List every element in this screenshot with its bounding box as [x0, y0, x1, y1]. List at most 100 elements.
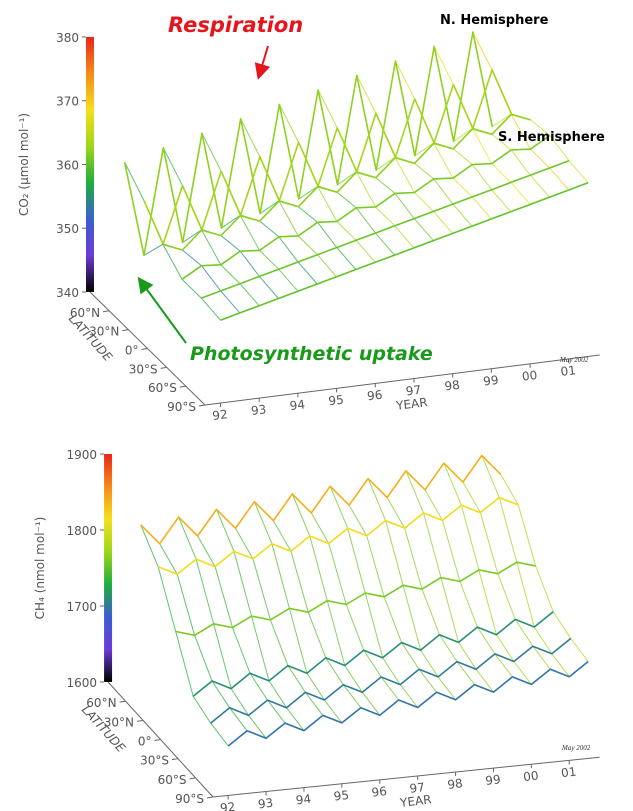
surface-rib	[433, 46, 531, 205]
surface-rib	[140, 524, 229, 747]
note: May 2002	[559, 356, 589, 364]
surface-rib	[159, 543, 248, 732]
latitude-tick-label: 30°S	[140, 754, 169, 768]
surface-line	[192, 611, 554, 697]
surface-line	[157, 496, 519, 576]
year-tick-label: 93	[257, 796, 274, 811]
surface-line	[143, 69, 513, 245]
surface-rib	[143, 243, 241, 314]
surface-rib	[201, 133, 299, 292]
surface-ribs	[124, 31, 589, 321]
colorbar	[104, 453, 113, 682]
surface-rib	[367, 478, 456, 701]
z-axis-title: CH₄ (nmol mol⁻¹)	[33, 517, 47, 620]
year-tick-label: 92	[219, 800, 236, 811]
surface-rib	[240, 118, 337, 278]
surface-rib	[291, 493, 381, 716]
surface-rib	[235, 528, 324, 716]
surface-rib	[253, 501, 343, 724]
surface-rib	[278, 104, 376, 263]
latitude-tick	[179, 385, 186, 388]
ch4-chart: 1600 1700 1800 1900 CH₄ (nmol mol⁻¹) 60°N 30°N…	[33, 448, 600, 811]
annotation-arrow	[137, 276, 187, 344]
surface-rib	[462, 481, 551, 670]
year-tick-label: 99	[485, 772, 502, 788]
surface-line	[201, 159, 570, 299]
surface-rib	[259, 200, 357, 270]
surface-rib	[395, 60, 492, 220]
latitude-tick-label: 0°	[125, 343, 139, 357]
year-axis	[212, 756, 600, 798]
surface-rib	[317, 89, 415, 249]
annotation-arrow	[254, 45, 271, 80]
year-tick-label: 95	[328, 392, 345, 408]
surface-rib	[481, 455, 570, 678]
surface-line	[123, 31, 494, 257]
annotation: S. Hemisphere	[498, 130, 605, 145]
colorbar	[85, 36, 94, 292]
surface-rib	[405, 470, 494, 693]
latitude-tick-label: 60°S	[148, 381, 177, 395]
annotations: Respiration Photosynthetic uptake N. Hem…	[137, 13, 605, 365]
surface-rib	[298, 185, 395, 256]
surface-rib	[492, 113, 589, 184]
latitude-tick-label: 30°N	[89, 325, 119, 339]
surface-rib	[329, 486, 419, 708]
surface-rib	[348, 504, 437, 693]
latitude-tick-label: 60°S	[158, 773, 187, 787]
latitude-tick	[154, 738, 161, 741]
annotation: Respiration	[168, 13, 303, 37]
surface-line	[175, 561, 536, 637]
latitude-tick-label: 60°N	[86, 696, 116, 710]
z-axis-title: CO₂ (μmol mol⁻¹)	[17, 113, 31, 216]
z-tick-label: 1800	[67, 524, 98, 538]
annotation: Photosynthetic uptake	[190, 343, 433, 365]
z-tick-label: 1900	[67, 448, 98, 462]
surface-rib	[337, 171, 434, 241]
year-tick-label: 94	[289, 397, 306, 413]
surface-rib	[500, 474, 589, 662]
year-tick-label: 01	[560, 363, 577, 379]
surface-rib	[310, 512, 400, 701]
year-tick-label: 96	[366, 388, 383, 404]
z-tick-label: 360	[56, 158, 79, 172]
surface-rib	[453, 127, 550, 198]
surface-rib	[221, 214, 318, 285]
surface-line	[162, 113, 531, 251]
year-axis	[204, 354, 600, 406]
latitude-tick-label: 30°N	[104, 715, 134, 729]
surface-rib	[414, 142, 512, 213]
year-tick-label: 92	[212, 407, 229, 423]
surface-rib	[472, 31, 570, 191]
year-axis-title: YEAR	[398, 792, 432, 810]
surface-ribs	[140, 455, 589, 747]
latitude-tick	[171, 758, 179, 761]
latitude-tick	[160, 366, 167, 369]
z-tick-label: 380	[56, 31, 79, 45]
year-tick-label: 94	[295, 792, 312, 808]
surface-line	[181, 134, 551, 280]
surface-rib	[197, 535, 286, 724]
surface-line	[227, 660, 589, 747]
year-tick-label: 97	[409, 780, 426, 796]
latitude-tick	[189, 777, 196, 780]
year-axis-title: YEAR	[394, 395, 428, 413]
year-tick-label: 98	[444, 378, 461, 394]
surface-rib	[443, 463, 532, 685]
latitude-tick-label: 30°S	[129, 362, 158, 376]
surface-rib	[182, 228, 279, 299]
latitude-tick-label: 90°S	[175, 792, 204, 806]
latitude-tick	[206, 796, 214, 799]
latitude-tick	[198, 404, 206, 407]
latitude-tick-label: 60°N	[70, 306, 100, 320]
year-tick-label: 00	[522, 768, 539, 784]
year-tick-label: 96	[371, 784, 388, 800]
latitude-tick	[122, 329, 129, 332]
year-tick-label: 98	[447, 776, 464, 792]
surface-rib	[424, 489, 513, 678]
latitude-tick	[119, 700, 126, 703]
latitude-tick	[141, 347, 148, 350]
year-tick-label: 95	[333, 788, 350, 804]
